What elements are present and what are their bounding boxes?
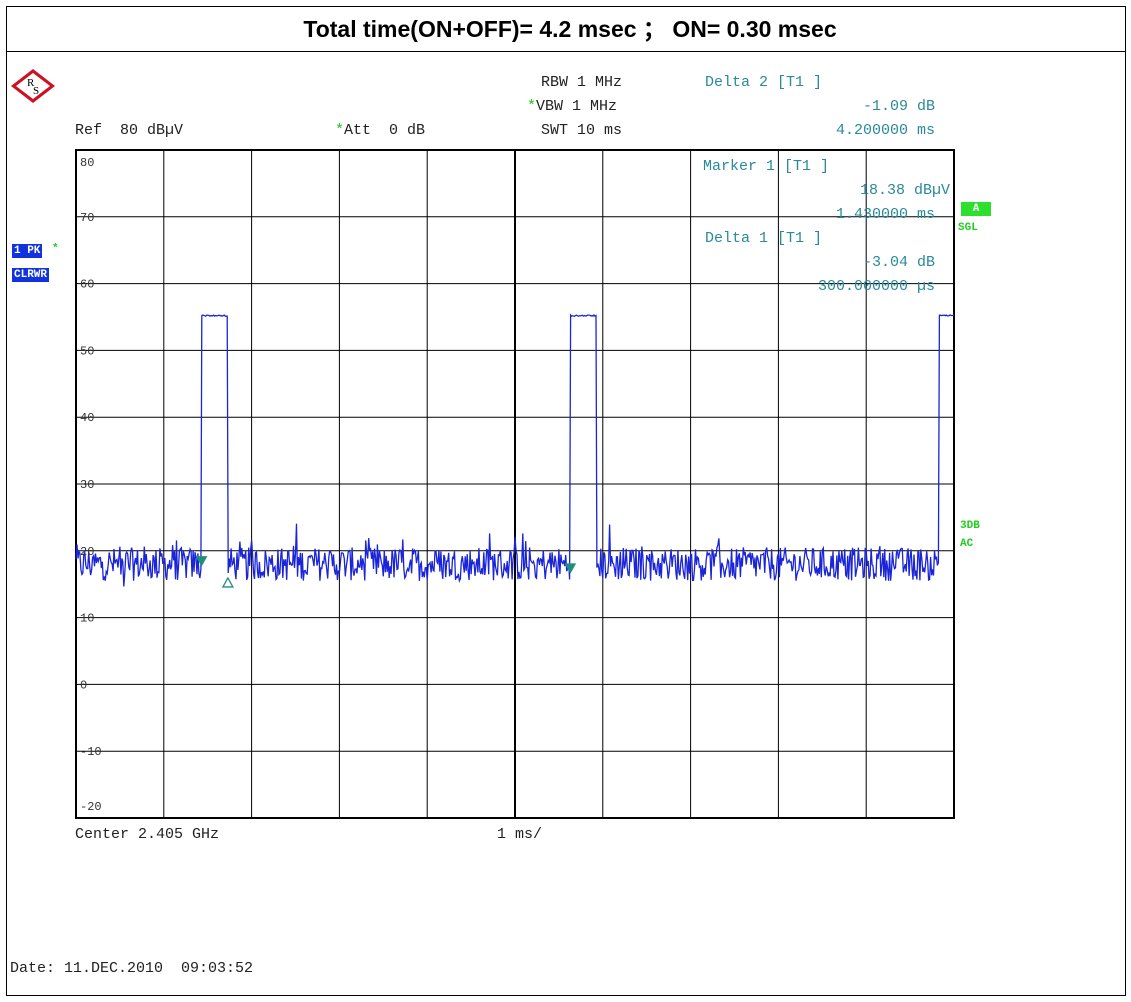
- sweep-time-label: SWT 10 ms: [541, 122, 623, 139]
- sgl-label: SGL: [958, 222, 978, 234]
- vbw-label: *VBW 1 MHz: [527, 98, 618, 115]
- date-label: Date: 11.DEC.2010 09:03:52: [10, 960, 254, 977]
- svg-text:S: S: [33, 85, 39, 97]
- y-tick-label: 40: [80, 411, 94, 425]
- 3db-label: 3DB: [960, 520, 980, 532]
- rohde-schwarz-logo-icon: R S: [11, 69, 55, 103]
- clrwr-badge: CLRWR: [12, 268, 50, 282]
- delta1-value: -3.04 dB: [862, 254, 935, 271]
- trace-mode-text: 1 PK: [14, 245, 41, 257]
- ref-level-label: Ref 80 dBµV: [75, 122, 184, 139]
- marker-1: [195, 556, 208, 567]
- center-frequency-label: Center 2.405 GHz: [75, 826, 220, 843]
- delta2-time: 4.200000 ms: [835, 122, 935, 139]
- y-tick-label: 10: [80, 612, 94, 626]
- attenuation-value: Att 0 dB: [344, 122, 426, 139]
- y-tick-label: 70: [80, 211, 94, 225]
- y-tick-label: 30: [80, 478, 94, 492]
- attenuation-label: *Att 0 dB: [335, 122, 426, 139]
- vbw-value: VBW 1 MHz: [536, 98, 618, 115]
- ac-label: AC: [960, 538, 974, 550]
- y-tick-label: 50: [80, 344, 94, 358]
- trace-mode-star: *: [52, 243, 59, 255]
- y-tick-label: -10: [80, 745, 102, 759]
- plot-grid: [75, 149, 955, 819]
- marker-layer: [195, 556, 577, 588]
- marker-2: [564, 563, 577, 574]
- y-tick-label: -20: [80, 800, 102, 814]
- trace-line: [75, 313, 954, 587]
- y-tick-label: 60: [80, 278, 94, 292]
- marker1-value: 18.38 dBµV: [859, 182, 950, 199]
- title-bar: [6, 6, 1126, 52]
- y-tick-labels: 80 70 60 50 40 30 20 10 0 -10 -20: [80, 156, 102, 814]
- rbw-label: RBW 1 MHz: [541, 74, 623, 91]
- delta1-label: Delta 1 [T1 ]: [705, 230, 823, 247]
- marker1-time: 1.430000 ms: [835, 206, 935, 223]
- chart-title: Total time(ON+OFF)= 4.2 msec ； ON= 0.30 …: [303, 16, 837, 42]
- y-tick-label: 80: [80, 156, 94, 170]
- delta2-value: -1.09 dB: [862, 98, 935, 115]
- marker-delta1: [221, 576, 234, 588]
- delta1-time: 300.000000 µs: [817, 278, 935, 295]
- instrument-frame: [6, 6, 1126, 996]
- span-per-div-label: 1 ms/: [497, 826, 543, 843]
- svg-text:R: R: [27, 77, 35, 89]
- delta2-label: Delta 2 [T1 ]: [705, 74, 823, 91]
- y-tick-label: 20: [80, 545, 94, 559]
- a-badge: A: [961, 202, 991, 216]
- trace-layer: [75, 313, 954, 587]
- y-tick-label: 0: [80, 678, 87, 692]
- trace-mode-badge: 1 PK: [12, 244, 43, 258]
- marker1-label: Marker 1 [T1 ]: [703, 158, 830, 175]
